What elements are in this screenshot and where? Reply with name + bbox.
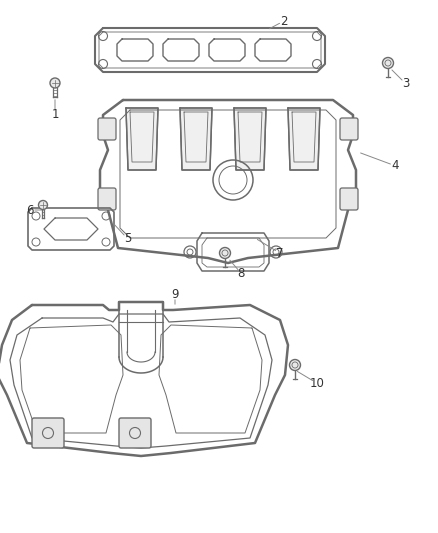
Text: 6: 6 (26, 204, 34, 216)
Text: 9: 9 (171, 288, 179, 302)
FancyBboxPatch shape (98, 118, 116, 140)
Circle shape (50, 78, 60, 88)
Text: 3: 3 (402, 77, 409, 90)
FancyBboxPatch shape (340, 188, 358, 210)
Polygon shape (180, 108, 212, 170)
Circle shape (290, 359, 300, 370)
FancyBboxPatch shape (98, 188, 116, 210)
Text: 4: 4 (391, 159, 399, 172)
Circle shape (219, 247, 230, 259)
Polygon shape (234, 108, 266, 170)
Polygon shape (126, 108, 158, 170)
Text: 8: 8 (237, 267, 245, 280)
Circle shape (382, 58, 393, 69)
FancyBboxPatch shape (32, 418, 64, 448)
Text: 5: 5 (124, 232, 131, 245)
Polygon shape (288, 108, 320, 170)
FancyBboxPatch shape (119, 418, 151, 448)
Circle shape (39, 200, 47, 209)
FancyBboxPatch shape (340, 118, 358, 140)
Text: 2: 2 (280, 14, 287, 28)
Text: 10: 10 (309, 376, 324, 390)
Text: 1: 1 (51, 108, 59, 120)
Text: 7: 7 (276, 247, 283, 260)
